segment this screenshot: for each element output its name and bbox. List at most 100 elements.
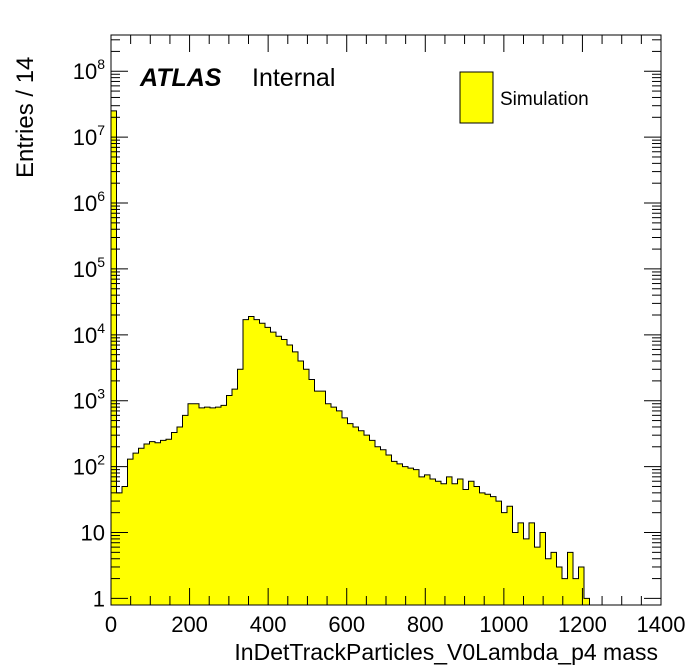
- y-tick-label: 10: [81, 521, 105, 546]
- histogram-bar: [479, 492, 486, 605]
- histogram-bar: [226, 395, 233, 605]
- histogram-bar: [545, 558, 552, 605]
- x-tick-label: 200: [171, 612, 208, 637]
- histogram-bar: [171, 432, 178, 605]
- histogram-bar: [419, 476, 425, 605]
- x-tick-label: 800: [407, 612, 444, 637]
- histogram-outline: [110, 110, 661, 606]
- histogram-bar: [375, 446, 381, 605]
- histogram-bar: [567, 552, 574, 605]
- y-tick-labels: 1 10 102 103 104 105 106 107 108: [73, 56, 105, 611]
- histogram-bar: [518, 522, 524, 605]
- histogram-bar: [485, 494, 491, 605]
- histogram-bar: [358, 430, 365, 605]
- x-tick-label: 400: [250, 612, 287, 637]
- histogram-bar: [166, 439, 172, 605]
- histogram-bar: [160, 440, 167, 605]
- y-axis-title: Entries / 14: [12, 57, 39, 178]
- histogram-bar: [534, 547, 541, 605]
- histogram-bar: [243, 319, 249, 605]
- histogram-bar: [259, 323, 266, 605]
- histogram-bar: [133, 453, 139, 605]
- histogram-bar: [232, 389, 238, 605]
- histogram-bar: [276, 336, 282, 605]
- histogram-bar: [210, 407, 216, 605]
- histogram-bar: [336, 410, 343, 605]
- axis-ticks: [110, 35, 662, 605]
- y-tick-label: 104: [73, 320, 105, 348]
- histogram-bar: [512, 532, 519, 605]
- histogram-bar: [446, 476, 453, 605]
- x-tick-label: 0: [105, 612, 117, 637]
- histogram-bar: [325, 403, 332, 605]
- histogram-bar: [144, 444, 150, 605]
- histogram-bar: [551, 552, 557, 605]
- y-tick-label: 1: [93, 586, 105, 611]
- histogram-bar: [281, 339, 288, 605]
- histogram-bar: [127, 459, 134, 605]
- histogram-bar: [320, 391, 326, 605]
- histogram-bar: [254, 319, 260, 605]
- histogram-bar: [556, 566, 563, 605]
- histogram-bar: [523, 538, 530, 605]
- histogram-bar: [402, 466, 409, 605]
- internal-label: Internal: [252, 64, 335, 92]
- y-tick-label: 105: [73, 254, 105, 282]
- histogram-bar: [474, 486, 480, 605]
- histogram-bar: [149, 441, 156, 605]
- histogram-bar: [221, 405, 227, 605]
- histogram-bar: [540, 532, 546, 605]
- histogram-bar: [182, 415, 189, 605]
- histogram-bar: [237, 369, 244, 605]
- histogram-bar: [270, 332, 277, 605]
- y-tick-label: 106: [73, 188, 105, 216]
- x-tick-label: 1000: [479, 612, 528, 637]
- histogram-bar: [309, 379, 315, 605]
- y-tick-label: 108: [73, 56, 105, 84]
- histogram-bar: [496, 501, 502, 605]
- atlas-label: ATLAS: [139, 64, 222, 92]
- histogram-bar: [298, 361, 304, 605]
- histogram-bar: [248, 316, 255, 605]
- x-tick-labels: 0 200 400 600 800 1000 1200 1400: [105, 612, 686, 637]
- histogram-bar: [424, 474, 431, 605]
- histogram-bar: [369, 440, 376, 605]
- histogram-bar: [435, 481, 442, 605]
- histogram-bar: [287, 345, 293, 605]
- histogram-bars: [111, 110, 590, 606]
- x-tick-label: 600: [328, 612, 365, 637]
- histogram-bar: [468, 481, 475, 605]
- histogram-bar: [529, 522, 535, 605]
- histogram-bar: [457, 478, 464, 605]
- y-tick-label: 103: [73, 386, 105, 414]
- histogram-bar: [364, 435, 370, 605]
- histogram-bar: [155, 442, 161, 605]
- histogram-bar: [331, 407, 337, 605]
- histogram-bar: [122, 486, 128, 605]
- histogram-bar: [430, 478, 436, 605]
- histogram-bar: [199, 407, 205, 605]
- histogram-bar: [292, 351, 299, 605]
- histogram-bar: [215, 407, 222, 605]
- x-tick-label: 1200: [558, 612, 607, 637]
- x-tick-label: 1400: [637, 612, 686, 637]
- histogram-bar: [413, 469, 420, 605]
- histogram-bar: [314, 391, 321, 605]
- histogram-bar: [463, 489, 469, 605]
- histogram-bar: [391, 461, 398, 605]
- histogram-bar: [353, 426, 359, 605]
- plot-frame: [110, 34, 662, 606]
- histogram-bar: [347, 423, 354, 605]
- histogram-bar: [397, 463, 403, 605]
- histogram-bar: [342, 417, 348, 605]
- histogram-bar: [584, 598, 590, 605]
- histogram-bar: [303, 369, 310, 605]
- histogram-bar: [573, 578, 579, 605]
- histogram-bar: [111, 110, 117, 606]
- histogram-bar: [452, 483, 458, 605]
- histogram-bar: [507, 506, 513, 605]
- histogram-bar: [441, 483, 447, 605]
- histogram-bar: [501, 512, 508, 605]
- x-axis-title: InDetTrackParticles_V0Lambda_p4 mass: [234, 639, 658, 665]
